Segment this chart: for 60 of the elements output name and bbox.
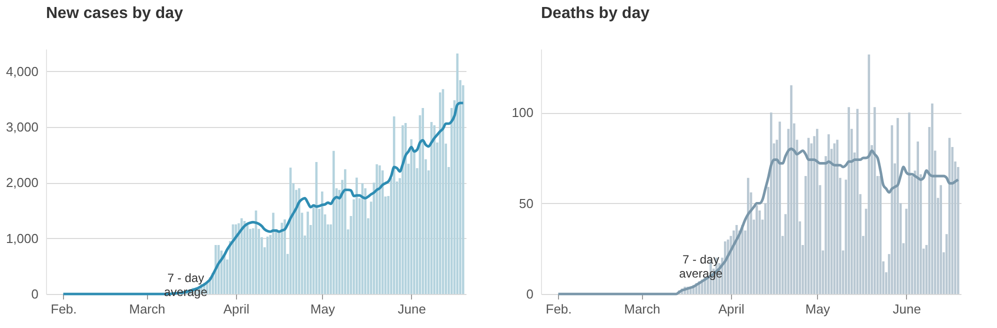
bar: [735, 225, 738, 294]
y-tick-label: 1,000: [6, 230, 38, 246]
bar: [778, 122, 781, 294]
bar: [344, 169, 346, 294]
bar: [272, 212, 274, 294]
bar: [332, 150, 335, 294]
y-tick-label: 100: [512, 105, 534, 120]
line-series: [556, 148, 960, 296]
x-tick-label: June: [398, 302, 426, 316]
bar: [741, 225, 744, 294]
bar: [896, 118, 899, 294]
bar: [916, 142, 919, 294]
bar: [240, 218, 243, 294]
bar: [746, 178, 750, 294]
x-tick-label: April: [718, 302, 744, 316]
bar: [756, 205, 758, 294]
bar: [790, 85, 792, 294]
bar: [306, 212, 309, 294]
bar: [246, 224, 249, 294]
bar: [724, 241, 726, 294]
bar: [874, 107, 876, 294]
bar: [770, 112, 772, 294]
chart-title: New cases by day: [46, 5, 184, 22]
bar: [456, 53, 459, 294]
y-tick-label: 0: [31, 286, 38, 302]
y-tick-label: 50: [519, 196, 534, 211]
x-tick-label: April: [223, 302, 250, 316]
y-tick-label: 4,000: [6, 64, 38, 79]
bar: [828, 134, 830, 294]
bar: [816, 128, 818, 294]
bar: [376, 164, 378, 294]
bar: [836, 140, 838, 294]
x-tick-label: March: [129, 302, 166, 316]
bar: [848, 107, 850, 294]
bar: [422, 108, 424, 294]
bar: [234, 224, 238, 294]
bar: [284, 219, 286, 294]
bar: [931, 103, 934, 294]
x-tick-label: May: [805, 302, 830, 316]
bar: [378, 165, 381, 294]
x-tick-label: March: [624, 302, 660, 316]
x-tick-label: May: [310, 302, 336, 316]
x-tick-label: Feb.: [50, 302, 77, 316]
bar: [940, 185, 942, 294]
x-tick-label: Feb.: [546, 302, 572, 316]
bar: [356, 178, 358, 294]
bar: [321, 192, 324, 294]
bar: [433, 125, 436, 294]
bar: [908, 112, 910, 294]
x-tick-label: June: [892, 302, 921, 316]
y-tick-label: 2,000: [6, 175, 38, 190]
y-tick-label: 0: [526, 286, 534, 302]
bar: [298, 188, 300, 294]
y-tick-label: 3,000: [6, 119, 38, 134]
bar: [280, 222, 284, 294]
bar: [249, 228, 252, 294]
chart-title: Deaths by day: [541, 5, 650, 22]
bar: [402, 125, 404, 294]
bar: [438, 92, 442, 294]
bar: [410, 139, 412, 294]
